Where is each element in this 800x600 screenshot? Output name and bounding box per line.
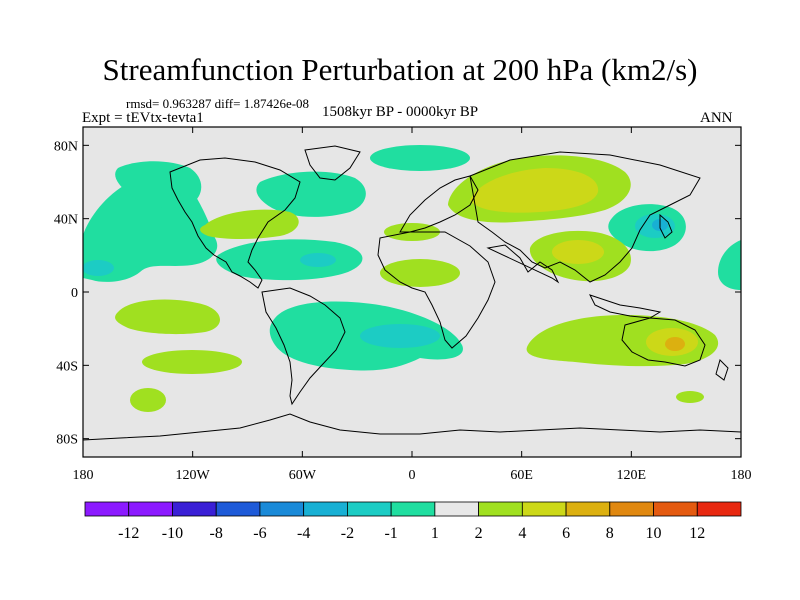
coast-north-america [169,157,301,289]
region-south-asia-core [552,240,604,264]
coast-new-zealand [715,359,729,381]
y-tick-label: 80N [54,139,78,154]
region-east-pacific-edge [718,240,741,290]
region-atlantic-north-positive [200,209,299,239]
season-label: ANN [700,110,733,126]
x-tick-label: 60W [289,468,317,483]
colorbar-box [653,501,698,517]
coast-japan [659,213,673,239]
colorbar-box [565,501,611,517]
region-south-atlantic-core [360,324,440,348]
x-tick-label: 180 [731,468,752,483]
y-tick-label: 80S [56,433,78,448]
region-south-pacific-positive [115,299,220,335]
region-eurasia-core [470,168,599,213]
colorbar-box [259,501,305,517]
coast-greenland [304,145,361,181]
region-far-south-positive [676,391,704,403]
region-north-america-negative [115,161,202,209]
colorbar-label: -12 [118,525,139,542]
y-tick-label: 0 [71,286,78,301]
colorbar-box [390,501,436,517]
colorbar-label: 10 [646,525,662,542]
region-tropical-atlantic-negative [216,239,363,281]
region-australia-inner [665,337,685,351]
coast-australia [621,317,706,367]
x-tick-label: 180 [73,468,94,483]
colorbar-box [215,501,261,517]
y-tick-label: 40S [56,359,78,374]
colorbar-label: 1 [431,525,439,542]
colorbar-box [346,501,392,517]
coast-arabia-india [486,244,560,284]
colorbar-label: -1 [384,525,397,542]
region-south-pacific-3-positive [130,388,166,412]
x-tick-label: 120E [617,468,647,483]
coastlines [83,145,741,441]
experiment-label: Expt = tEVtx-tevta1 [82,110,204,126]
colorbar-box [478,501,523,517]
period-label: 1508kyr BP - 0000kyr BP [322,104,479,120]
x-axis: 180 120W 60W 0 60E 120E 180 [73,127,752,483]
x-tick-label: 60E [510,468,533,483]
colorbar-label: 4 [518,525,526,542]
colorbar-label: -8 [210,525,223,542]
y-tick-label: 40N [54,213,78,228]
region-arctic-negative [370,145,470,171]
coast-europe [399,175,479,233]
colorbar-label: -4 [297,525,310,542]
y-axis: 80N 40N 0 40S 80S [54,139,741,448]
region-north-atlantic-negative [256,171,366,217]
colorbar-label: -10 [162,525,183,542]
stats-text: rmsd= 0.963287 diff= 1.87426e-08 [126,96,310,111]
colorbar: -12 -10 -8 -6 -4 -2 -1 1 2 4 6 8 10 12 [84,501,742,542]
colorbar-box [521,501,567,517]
region-south-pacific-2-positive [142,350,242,374]
colorbar-box [696,501,742,517]
figure-title: Streamfunction Perturbation at 200 hPa (… [102,52,698,87]
region-tropical-atlantic-core [300,253,336,267]
colorbar-box [609,501,654,517]
colorbar-label: -2 [341,525,354,542]
colorbar-label: 6 [562,525,570,542]
coast-asia [469,151,701,283]
colorbar-box [303,501,348,517]
coast-antarctica [83,413,741,441]
x-tick-label: 120W [176,468,211,483]
region-north-pacific-core [83,260,114,276]
colorbar-box [128,501,173,517]
coast-south-america [261,287,346,406]
colorbar-label: 2 [475,525,483,542]
colorbar-box [172,501,217,517]
colorbar-box [84,501,130,517]
colorbar-label: 12 [689,525,705,542]
colorbar-box [434,501,480,517]
region-africa-positive [380,259,460,287]
x-tick-label: 0 [409,468,416,483]
colorbar-label: 8 [606,525,614,542]
coast-indonesia [589,294,662,319]
colorbar-label: -6 [253,525,266,542]
coast-africa [377,231,496,349]
